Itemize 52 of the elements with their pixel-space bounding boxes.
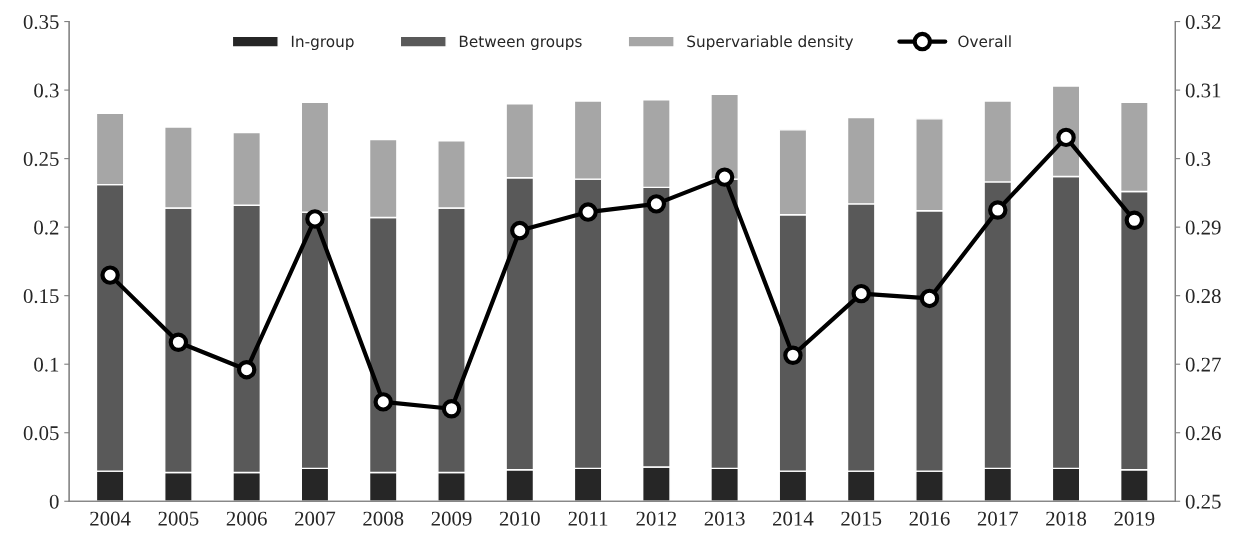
point — [305, 209, 325, 229]
point — [236, 359, 257, 380]
legend-label: Supervariable density — [687, 35, 854, 51]
x-tick-label: 2006 — [226, 511, 267, 526]
x-tick-label: 2016 — [909, 511, 950, 526]
x-tick-label: 2019 — [1114, 511, 1155, 526]
legend-label: In-group — [291, 35, 354, 51]
y-tick-label: 0.3 — [34, 83, 59, 98]
x-tick-label: 2008 — [363, 511, 404, 526]
x-tick-label: 2011 — [568, 511, 608, 526]
y2-tick-label: 0.3 — [1185, 151, 1211, 167]
x-tick-label: 2013 — [704, 511, 745, 526]
point — [646, 194, 667, 214]
point — [441, 399, 462, 419]
point — [578, 202, 598, 222]
point — [714, 167, 735, 187]
x-tick-label: 2018 — [1046, 511, 1087, 526]
point — [168, 332, 189, 353]
point — [1056, 127, 1076, 148]
y-tick-label: 0.1 — [34, 357, 59, 372]
y-tick-label: 0 — [49, 494, 59, 509]
x-tick-label: 2014 — [773, 511, 814, 526]
x-tick-label: 2004 — [90, 511, 131, 526]
x-tick-label: 2017 — [977, 511, 1018, 526]
x-tick-label: 2007 — [295, 511, 336, 526]
y-tick-label: 0.25 — [23, 151, 59, 167]
point — [373, 392, 393, 412]
point — [1124, 210, 1145, 231]
x-tick-label: 2015 — [841, 511, 882, 526]
y2-tick-label: 0.32 — [1185, 14, 1221, 30]
point — [510, 220, 530, 241]
point — [100, 265, 120, 285]
x-tick-label: 2012 — [636, 511, 677, 526]
point — [783, 345, 803, 366]
x-tick-label: 2010 — [499, 511, 540, 526]
y2-tick-label: 0.27 — [1185, 357, 1221, 372]
point — [988, 200, 1008, 220]
point — [919, 288, 940, 309]
x-tick-label: 2009 — [431, 511, 472, 526]
y2-tick-label: 0.31 — [1185, 83, 1221, 98]
y2-tick-label: 0.29 — [1185, 220, 1221, 235]
y-tick-label: 0.05 — [23, 426, 59, 441]
y-tick-label: 0.2 — [34, 220, 59, 235]
y2-tick-label: 0.26 — [1185, 426, 1221, 441]
y2-tick-label: 0.28 — [1185, 289, 1221, 304]
y-tick-label: 0.15 — [23, 289, 59, 304]
y-tick-label: 0.35 — [23, 14, 59, 30]
point — [851, 283, 871, 304]
legend-label: Overall — [958, 35, 1011, 48]
x-tick-label: 2005 — [158, 511, 199, 526]
y2-tick-label: 0.25 — [1185, 494, 1221, 509]
legend-label: Between groups — [459, 35, 582, 51]
